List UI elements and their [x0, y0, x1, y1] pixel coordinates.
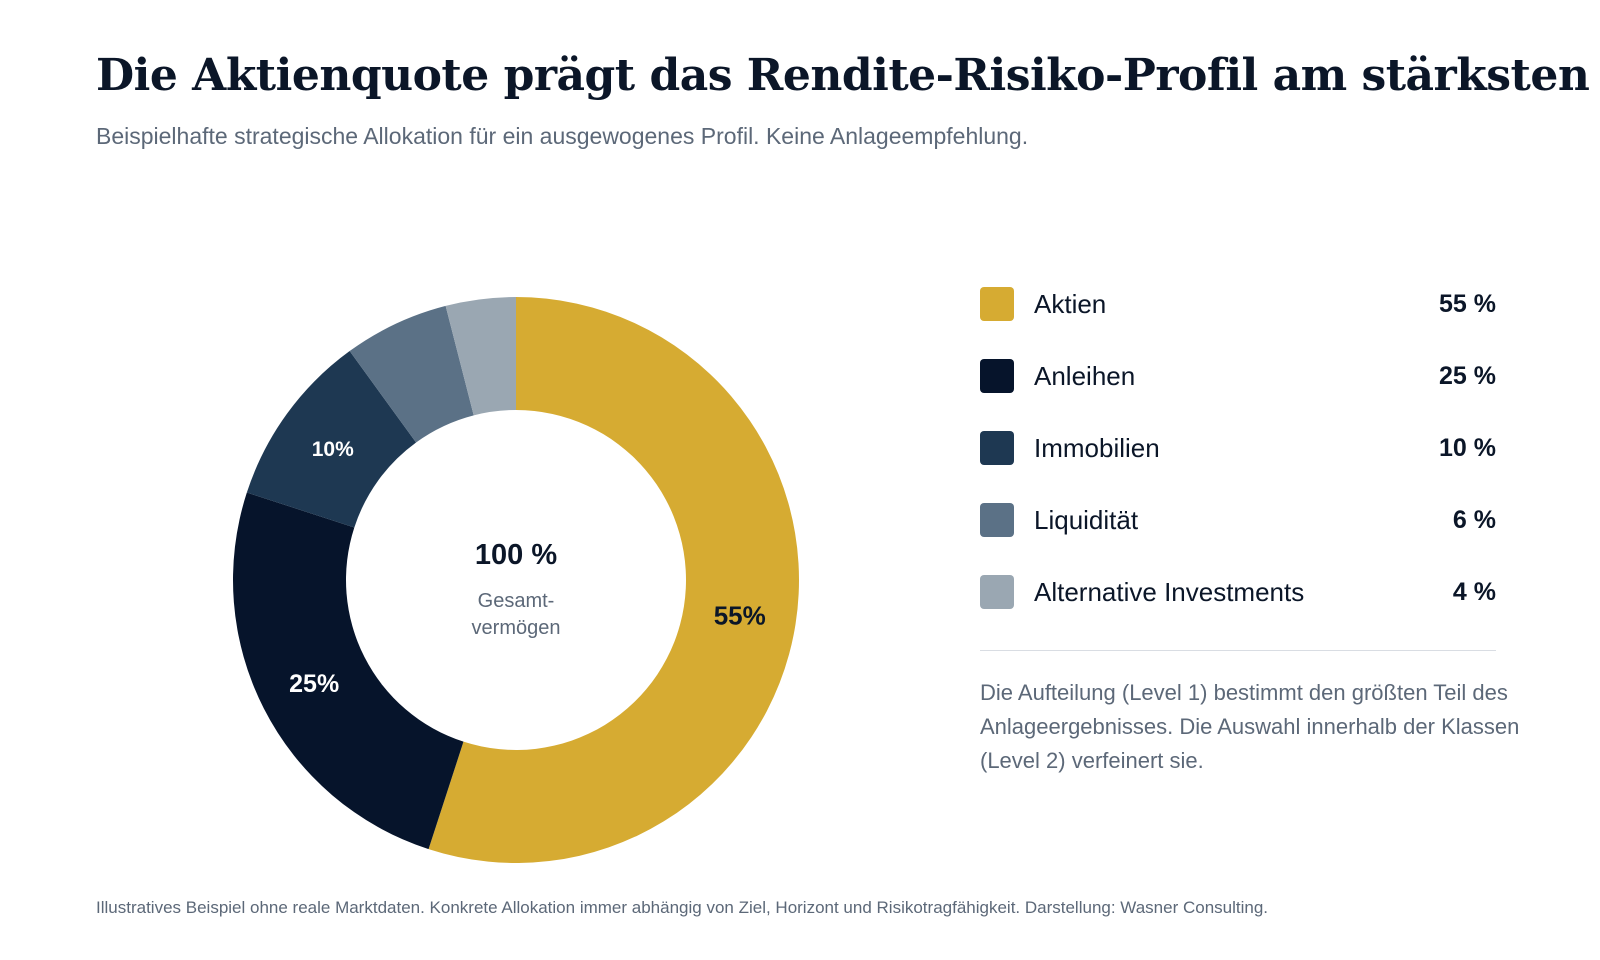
- legend-value: 10 %: [1439, 434, 1496, 462]
- legend-item: Liquidität 6 %: [980, 502, 1496, 538]
- donut-slice-alternative-investments: [445, 297, 516, 416]
- legend-item: Immobilien 10 %: [980, 430, 1496, 466]
- legend-value: 4 %: [1452, 578, 1496, 606]
- legend-swatch: [980, 359, 1014, 393]
- legend-item: Alternative Investments 4 %: [980, 574, 1496, 610]
- donut-slices: [233, 297, 800, 863]
- legend-swatch: [980, 431, 1014, 465]
- legend: Aktien 55 % Anleihen 25 % Immobilien 10 % Liqu…: [980, 286, 1496, 646]
- legend-label: Anleihen: [1034, 361, 1136, 391]
- legend-label: Immobilien: [1034, 433, 1160, 463]
- legend-label: Alternative Investments: [1034, 577, 1305, 607]
- legend-value: 25 %: [1439, 362, 1496, 390]
- slice-label: 25%: [289, 670, 339, 698]
- donut-slice-anleihen: [233, 492, 464, 850]
- chart-title: Die Aktienquote prägt das Rendite-Risiko…: [96, 50, 1590, 101]
- slice-label: 55%: [714, 600, 766, 630]
- center-label-line1: Gesamt-: [478, 590, 555, 612]
- legend-label: Aktien: [1034, 289, 1107, 319]
- explanation-note: Die Aufteilung (Level 1) bestimmt den gr…: [980, 680, 1520, 773]
- legend-item: Aktien 55 %: [980, 286, 1496, 322]
- donut-slice-aktien: [428, 297, 800, 863]
- center-total-value: 100 %: [475, 539, 557, 571]
- legend-swatch: [980, 287, 1014, 321]
- slice-label: 10%: [312, 438, 354, 461]
- chart-subtitle: Beispielhafte strategische Allokation fü…: [96, 123, 1029, 149]
- legend-divider: [980, 650, 1496, 651]
- legend-value: 6 %: [1452, 506, 1496, 534]
- donut-slice-liquidit-t: [349, 305, 474, 443]
- source-footnote: Illustratives Beispiel ohne reale Marktd…: [96, 898, 1269, 917]
- legend-item: Anleihen 25 %: [980, 358, 1496, 394]
- legend-label: Liquidität: [1034, 505, 1139, 535]
- center-label-line2: vermögen: [472, 617, 561, 639]
- legend-swatch: [980, 503, 1014, 537]
- legend-swatch: [980, 575, 1014, 609]
- donut-slice-immobilien: [246, 351, 417, 528]
- slice-labels: 55% 25% 10%: [289, 438, 766, 698]
- legend-value: 55 %: [1439, 290, 1496, 318]
